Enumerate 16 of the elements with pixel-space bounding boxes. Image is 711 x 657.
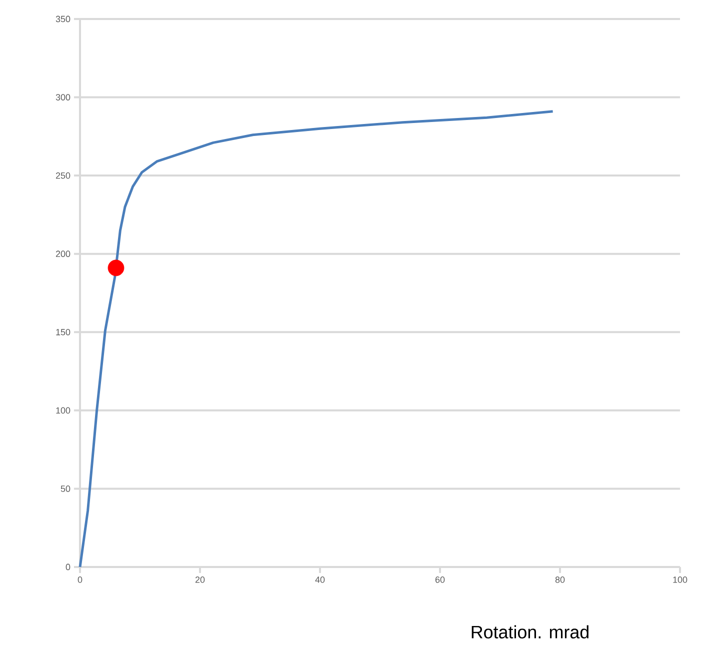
y-tick-label: 0 xyxy=(66,564,70,570)
x-tick-label: 0 xyxy=(78,576,82,583)
y-tick-label: 350 xyxy=(56,16,70,22)
y-tick-label: 200 xyxy=(56,250,70,258)
x-tick-label: 60 xyxy=(435,576,445,583)
x-tick-label: 80 xyxy=(555,576,565,583)
y-tick-label: 250 xyxy=(56,172,70,179)
y-tick-label: 150 xyxy=(56,328,70,336)
y-tick-label: 50 xyxy=(60,486,70,492)
x-tick-label: 40 xyxy=(315,576,325,583)
y-tick-label: 100 xyxy=(56,407,70,414)
y-tick-label: 300 xyxy=(56,94,70,100)
line-series xyxy=(78,110,554,568)
x-tick-label: 20 xyxy=(195,576,205,583)
x-axis-title: Rotation. mrad xyxy=(472,625,588,638)
x-tick-label: 100 xyxy=(673,576,688,583)
